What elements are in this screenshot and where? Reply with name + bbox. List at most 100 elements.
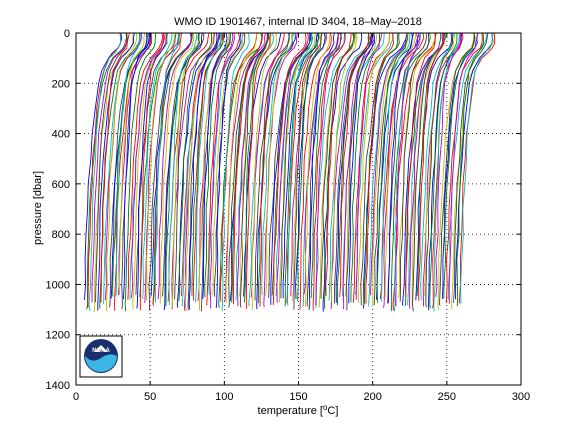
profile-line bbox=[418, 32, 445, 301]
profile-line bbox=[373, 32, 415, 306]
profile-line bbox=[280, 32, 310, 299]
y-tick-label: 400 bbox=[52, 129, 70, 141]
degree-symbol: o bbox=[323, 403, 328, 412]
profile-line bbox=[453, 32, 489, 303]
profile-line bbox=[322, 32, 363, 312]
profile-line bbox=[251, 32, 278, 310]
profile-line bbox=[450, 32, 496, 310]
noaa-logo: NOAA bbox=[79, 335, 123, 378]
profile-line bbox=[204, 32, 231, 298]
profile-line bbox=[235, 32, 275, 301]
profile-line bbox=[360, 32, 400, 306]
logo-bird-icon bbox=[94, 345, 108, 352]
chart-title: WMO ID 1901467, internal ID 3404, 18–May… bbox=[174, 16, 422, 28]
profile-line bbox=[357, 32, 391, 303]
y-tick-label: 600 bbox=[52, 179, 70, 191]
profile-line bbox=[310, 32, 343, 299]
ticks: 0 50 100 150 200 250 300 0 200 400 600 800 1000 1200 1… bbox=[46, 28, 531, 403]
profile-line bbox=[221, 32, 250, 312]
profile-line bbox=[355, 32, 382, 300]
profile-line bbox=[198, 32, 230, 311]
profile-line bbox=[159, 32, 195, 305]
profile-line bbox=[184, 32, 215, 312]
profile-line bbox=[171, 32, 200, 308]
profile-line bbox=[254, 32, 294, 301]
profile-line bbox=[115, 32, 141, 297]
profile-line bbox=[86, 32, 128, 310]
profile-line bbox=[165, 32, 200, 307]
profile-line bbox=[245, 32, 272, 309]
profile-line bbox=[215, 32, 242, 308]
profile-line bbox=[395, 32, 421, 307]
profile-line bbox=[132, 32, 169, 309]
profile-line bbox=[131, 32, 165, 299]
profile-line bbox=[362, 32, 407, 309]
logo-wave bbox=[85, 354, 117, 372]
profile-line bbox=[162, 32, 205, 297]
profile-line bbox=[420, 32, 454, 301]
profile-line bbox=[100, 32, 130, 303]
profile-line bbox=[178, 32, 213, 302]
profile-line bbox=[383, 32, 418, 308]
profile-line bbox=[428, 32, 463, 311]
profile-line bbox=[181, 32, 222, 307]
profile-line bbox=[118, 32, 146, 295]
profile-line bbox=[142, 32, 173, 300]
profile-line bbox=[272, 32, 307, 306]
profile-line bbox=[209, 32, 236, 309]
profile-line bbox=[105, 32, 138, 312]
profile-line bbox=[276, 32, 309, 303]
x-tick-label: 50 bbox=[144, 391, 156, 403]
profile-line bbox=[233, 32, 263, 305]
profile-line bbox=[405, 32, 437, 297]
profile-line bbox=[425, 32, 455, 308]
profile-line bbox=[339, 32, 370, 297]
profile-line bbox=[135, 32, 177, 295]
profile-line bbox=[393, 32, 422, 312]
profile-line bbox=[315, 32, 342, 306]
plot-area: 0 50 100 150 200 250 300 0 200 400 600 800 1000 1200 1… bbox=[46, 28, 531, 403]
x-axis-label-prefix: temperature [ bbox=[258, 405, 323, 417]
profile-line bbox=[380, 32, 411, 302]
profile-line bbox=[437, 32, 475, 310]
profile-line bbox=[365, 32, 395, 304]
y-tick-label: 200 bbox=[52, 78, 70, 90]
y-tick-label: 0 bbox=[64, 28, 70, 40]
profile-line bbox=[121, 32, 152, 310]
profile-line bbox=[429, 32, 458, 309]
profile-line bbox=[202, 32, 228, 299]
profile-line bbox=[91, 32, 128, 303]
profile-line bbox=[136, 32, 168, 309]
profile-line bbox=[443, 32, 476, 299]
x-tick-label: 150 bbox=[289, 391, 307, 403]
profile-line bbox=[299, 32, 332, 310]
profile-line bbox=[399, 33, 430, 302]
profile-line bbox=[448, 32, 478, 304]
x-tick-label: 200 bbox=[363, 391, 381, 403]
profile-line bbox=[181, 32, 225, 297]
y-tick-label: 1000 bbox=[46, 279, 70, 291]
profile-line bbox=[312, 32, 345, 311]
x-axis-label: temperature [oC] bbox=[258, 403, 339, 417]
profile-line bbox=[88, 32, 122, 312]
profile-line bbox=[275, 32, 318, 296]
profile-line bbox=[124, 32, 157, 312]
profile-line bbox=[337, 32, 370, 306]
profile-line bbox=[97, 32, 135, 311]
profile-line bbox=[302, 32, 347, 307]
profile-line bbox=[379, 32, 425, 300]
profile-line bbox=[369, 32, 408, 296]
profile-line bbox=[191, 32, 224, 296]
profile-line bbox=[265, 32, 294, 297]
x-tick-label: 250 bbox=[438, 391, 456, 403]
profile-line bbox=[409, 33, 444, 309]
profile-line bbox=[139, 32, 166, 311]
profile-line bbox=[244, 32, 270, 303]
x-tick-label: 100 bbox=[215, 391, 233, 403]
profile-line bbox=[411, 32, 446, 306]
profile-line bbox=[304, 32, 331, 307]
profile-line bbox=[350, 33, 380, 303]
profile-line bbox=[460, 32, 493, 305]
profile-line bbox=[297, 32, 323, 301]
